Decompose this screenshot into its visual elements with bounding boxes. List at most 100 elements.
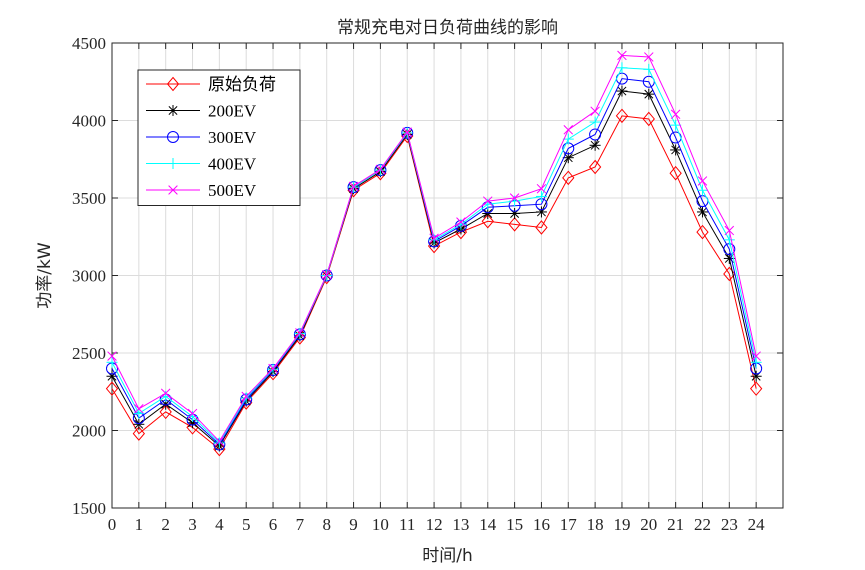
data-point-marker [563, 125, 574, 135]
x-tick-label: 6 [269, 515, 278, 534]
x-tick-label: 23 [721, 515, 738, 534]
data-point-marker [213, 437, 225, 449]
legend-label: 原始负荷 [208, 75, 276, 94]
data-point-marker [107, 351, 117, 361]
x-tick-label: 0 [108, 515, 117, 534]
x-tick-label: 17 [560, 515, 578, 534]
x-tick-label: 14 [479, 515, 497, 534]
data-point-marker [159, 404, 172, 420]
chart-title: 常规充电对日负荷曲线的影响 [337, 18, 558, 38]
legend-marker [168, 185, 178, 195]
data-point-marker [348, 181, 359, 192]
data-point-marker [187, 408, 198, 419]
data-point-marker [723, 234, 735, 246]
data-point-marker [589, 128, 602, 141]
legend-label: 400EV [208, 155, 257, 174]
legend-label: 500EV [208, 181, 257, 200]
y-tick-label: 4500 [72, 34, 106, 53]
legend-item: 500EV [146, 181, 257, 200]
legend-item: 200EV [146, 102, 257, 121]
data-point-marker [642, 111, 655, 127]
data-point-marker [724, 225, 735, 236]
data-point-marker [133, 407, 145, 419]
data-point-marker [589, 116, 601, 128]
data-point-marker [670, 109, 681, 120]
data-point-marker [374, 165, 387, 181]
data-point-marker [456, 217, 466, 227]
data-point-marker [429, 233, 439, 244]
data-point-marker [482, 208, 494, 219]
data-point-marker [427, 238, 441, 254]
data-point-marker [483, 196, 493, 206]
data-point-marker [508, 217, 521, 232]
x-tick-label: 13 [452, 515, 469, 534]
data-point-marker [106, 356, 118, 368]
data-point-marker [750, 356, 762, 368]
data-point-marker [320, 269, 333, 285]
y-axis: 1500 2000 2500 3000 3500 4000 4500 [72, 34, 783, 518]
data-point-marker [562, 170, 575, 186]
data-point-marker [751, 351, 761, 361]
data-point-marker [643, 88, 655, 100]
data-point-marker [240, 392, 252, 404]
legend-item: 300EV [146, 128, 257, 147]
x-tick-label: 11 [399, 515, 415, 534]
legend-marker [167, 105, 179, 116]
legend-box [137, 69, 301, 206]
x-axis: 0 1 2 3 4 5 6 7 8 9 10 11 12 13 14 15 16 17 18 19 20 21 22 23 24 [108, 43, 765, 534]
x-tick-label: 10 [372, 515, 389, 534]
y-tick-label: 2000 [72, 422, 106, 441]
data-point-marker [643, 63, 655, 75]
data-point-marker [535, 220, 548, 235]
data-point-marker [616, 85, 628, 97]
data-point-marker [160, 388, 171, 399]
data-point-marker [402, 127, 412, 137]
data-point-marker [481, 213, 494, 229]
data-point-marker [293, 330, 307, 345]
legend-label: 300EV [208, 128, 257, 147]
data-point-marker [214, 436, 225, 447]
data-point-marker [590, 106, 600, 116]
y-tick-label: 2500 [72, 344, 106, 363]
x-tick-label: 16 [533, 515, 550, 534]
data-point-marker [375, 164, 386, 175]
data-point-marker [617, 50, 627, 61]
x-tick-label: 18 [587, 515, 604, 534]
data-point-marker [428, 234, 440, 246]
data-point-marker [268, 363, 278, 374]
x-tick-label: 19 [613, 515, 630, 534]
data-point-marker [134, 404, 144, 414]
x-tick-label: 5 [242, 515, 251, 534]
data-point-marker [535, 190, 547, 202]
y-tick-label: 4000 [72, 112, 106, 131]
data-point-marker [266, 365, 280, 381]
data-point-marker [295, 328, 305, 338]
data-point-marker [723, 266, 736, 282]
series-5 [107, 50, 761, 447]
data-point-marker [374, 164, 386, 176]
y-tick-label: 3000 [72, 267, 106, 286]
x-tick-label: 21 [667, 515, 684, 534]
x-axis-label: 时间/h [422, 546, 473, 566]
legend-marker [166, 76, 180, 92]
data-point-marker [241, 391, 251, 402]
legend-marker [167, 131, 179, 143]
data-point-marker [670, 119, 682, 131]
y-tick-label: 3500 [72, 189, 106, 208]
legend-item: 400EV [146, 155, 257, 174]
series-group [105, 50, 763, 457]
data-point-marker [670, 144, 682, 156]
data-point-marker [750, 381, 763, 396]
data-point-marker [616, 62, 628, 74]
x-tick-label: 2 [161, 515, 170, 534]
x-tick-label: 1 [135, 515, 144, 534]
data-point-marker [509, 195, 521, 207]
x-tick-label: 24 [748, 515, 766, 534]
x-tick-label: 9 [349, 515, 358, 534]
data-point-marker [132, 426, 145, 441]
x-tick-label: 8 [322, 515, 331, 534]
data-point-marker [697, 176, 708, 186]
data-point-marker [696, 206, 708, 218]
legend-label: 200EV [208, 102, 257, 121]
